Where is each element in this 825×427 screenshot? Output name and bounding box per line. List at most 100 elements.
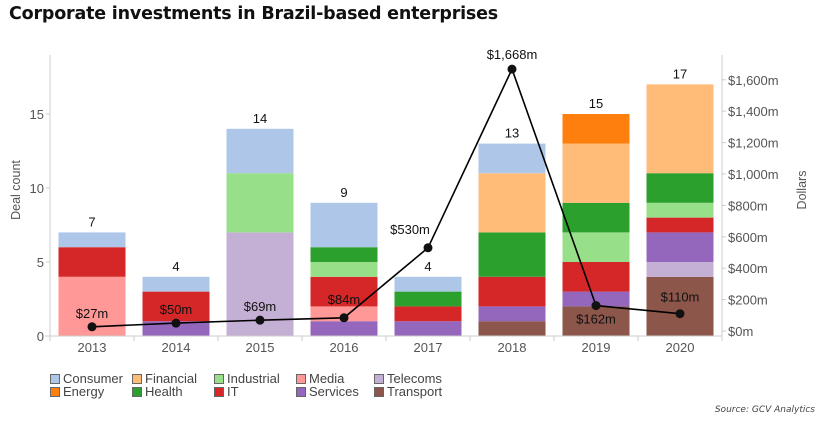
y2-tick-label: $1,400m: [728, 104, 779, 119]
y-tick-label: 5: [37, 255, 44, 270]
dollar-label-2016: $84m: [328, 292, 361, 307]
bar-segment-it-2014: [142, 291, 210, 322]
bar-segment-consumer-2015: [226, 128, 294, 174]
legend-item-financial: Financial: [132, 372, 214, 385]
bar-segment-industrial-2019: [562, 232, 630, 262]
bar-segment-telecoms-2020: [646, 262, 714, 277]
bar-segment-it-2019: [562, 262, 630, 292]
dollar-line-layer: [87, 64, 685, 332]
dollar-label-2017: $530m: [390, 222, 430, 237]
bar-segment-services-2017: [394, 321, 462, 336]
y2-tick-label: $1,200m: [728, 136, 779, 151]
dollar-point-2016: [339, 313, 349, 323]
source-note: Source: GCV Analytics: [714, 405, 815, 415]
y2-tick-label: $600m: [728, 230, 768, 245]
total-label-2019: 15: [589, 96, 603, 111]
total-label-2015: 14: [253, 111, 267, 126]
bar-segment-health-2019: [562, 202, 630, 233]
dollar-point-2018: [507, 64, 517, 74]
legend-label: Transport: [387, 384, 443, 399]
x-tick-label-2018: 2018: [498, 340, 527, 355]
bar-segment-consumer-2016: [310, 202, 378, 248]
y-axis-title: Deal count: [9, 160, 23, 220]
bar-segment-services-2020: [646, 232, 714, 262]
bar-segment-financial-2020: [646, 84, 714, 174]
dollar-label-2015: $69m: [244, 299, 277, 314]
legend-item-media: Media: [296, 372, 374, 385]
bar-segment-services-2014: [142, 321, 210, 336]
legend-swatch: [214, 386, 224, 397]
dollar-point-2014: [171, 318, 181, 328]
dollar-label-2013: $27m: [76, 306, 109, 321]
legend-item-telecoms: Telecoms: [374, 372, 464, 385]
legend-label: Services: [309, 384, 359, 399]
bar-segment-financial-2018: [478, 173, 546, 233]
bars-layer: [58, 84, 714, 336]
bar-segment-industrial-2015: [226, 173, 294, 233]
legend-swatch: [296, 373, 306, 384]
dollar-point-2019: [591, 301, 601, 311]
bar-segment-it-2013: [58, 247, 126, 277]
y2-tick-label: $0m: [728, 324, 753, 339]
labels-layer: 7 4 14 9 4 13 15 17 $27m $50m $69m $84m $530m $1,668m…: [76, 47, 700, 326]
legend-label: Energy: [63, 384, 105, 399]
y2-tick-label: $1,000m: [728, 167, 779, 182]
bar-segment-it-2020: [646, 217, 714, 233]
dollar-label-2018: $1,668m: [487, 47, 538, 62]
total-label-2020: 17: [673, 66, 687, 81]
legend-swatch: [296, 386, 306, 397]
legend-label: Telecoms: [387, 371, 442, 386]
bar-segment-health-2020: [646, 173, 714, 203]
dollar-point-2020: [675, 309, 685, 319]
x-tick-label-2019: 2019: [582, 340, 611, 355]
dollar-label-2020: $110m: [661, 290, 700, 305]
bar-segment-it-2017: [394, 306, 462, 322]
bar-segment-consumer-2018: [478, 143, 546, 174]
legend-swatch: [50, 386, 60, 397]
legend-swatch: [214, 373, 224, 384]
legend-swatch: [50, 373, 60, 384]
y2-tick-label: $400m: [728, 261, 768, 276]
bar-segment-health-2018: [478, 232, 546, 277]
total-label-2018: 13: [505, 126, 519, 141]
bar-segment-health-2016: [310, 247, 378, 262]
legend-swatch: [132, 373, 142, 384]
legend-label: Consumer: [63, 371, 123, 386]
x-tick-label-2013: 2013: [78, 340, 107, 355]
legend-item-energy: Energy: [50, 385, 132, 398]
bar-segment-consumer-2014: [142, 276, 210, 292]
chart-title: Corporate investments in Brazil-based en…: [9, 4, 499, 24]
legend-label: Industrial: [227, 371, 280, 386]
x-tick-label-2020: 2020: [666, 340, 695, 355]
bar-segment-financial-2019: [562, 143, 630, 203]
legend-label: Financial: [145, 371, 198, 386]
y2-tick-label: $800m: [728, 198, 768, 213]
legend: Consumer Financial Industrial Media Telecoms…: [50, 372, 464, 398]
legend-label: Media: [309, 371, 345, 386]
legend-label: IT: [227, 384, 239, 399]
y-tick-label: 10: [30, 181, 44, 196]
y2-tick-label: $1,600m: [728, 73, 779, 88]
legend-item-transport: Transport: [374, 385, 464, 398]
y2-tick-label: $200m: [728, 293, 768, 308]
x-tick-label-2015: 2015: [246, 340, 275, 355]
bar-segment-it-2018: [478, 276, 546, 307]
dollar-line: [91, 67, 681, 328]
legend-item-services: Services: [296, 385, 374, 398]
y-tick-label: 15: [30, 107, 44, 122]
legend-swatch: [374, 373, 384, 384]
bar-segment-transport-2018: [478, 321, 546, 336]
bar-segment-transport-2020: [646, 276, 714, 336]
total-label-2016: 9: [340, 185, 347, 200]
total-label-2014: 4: [172, 259, 179, 274]
dollar-point-2017: [423, 243, 433, 253]
x-tick-label-2014: 2014: [162, 340, 191, 355]
bar-segment-health-2017: [394, 291, 462, 307]
total-label-2013: 7: [88, 214, 95, 229]
bar-segment-it-2016: [310, 276, 378, 307]
legend-label: Health: [145, 384, 183, 399]
x-tick-label-2016: 2016: [330, 340, 359, 355]
legend-swatch: [132, 386, 142, 397]
bar-segment-consumer-2017: [394, 276, 462, 292]
chart-svg: 0 5 10 15 $0m $200m $400m $600m $800m $1,000m $1,2…: [9, 47, 809, 355]
